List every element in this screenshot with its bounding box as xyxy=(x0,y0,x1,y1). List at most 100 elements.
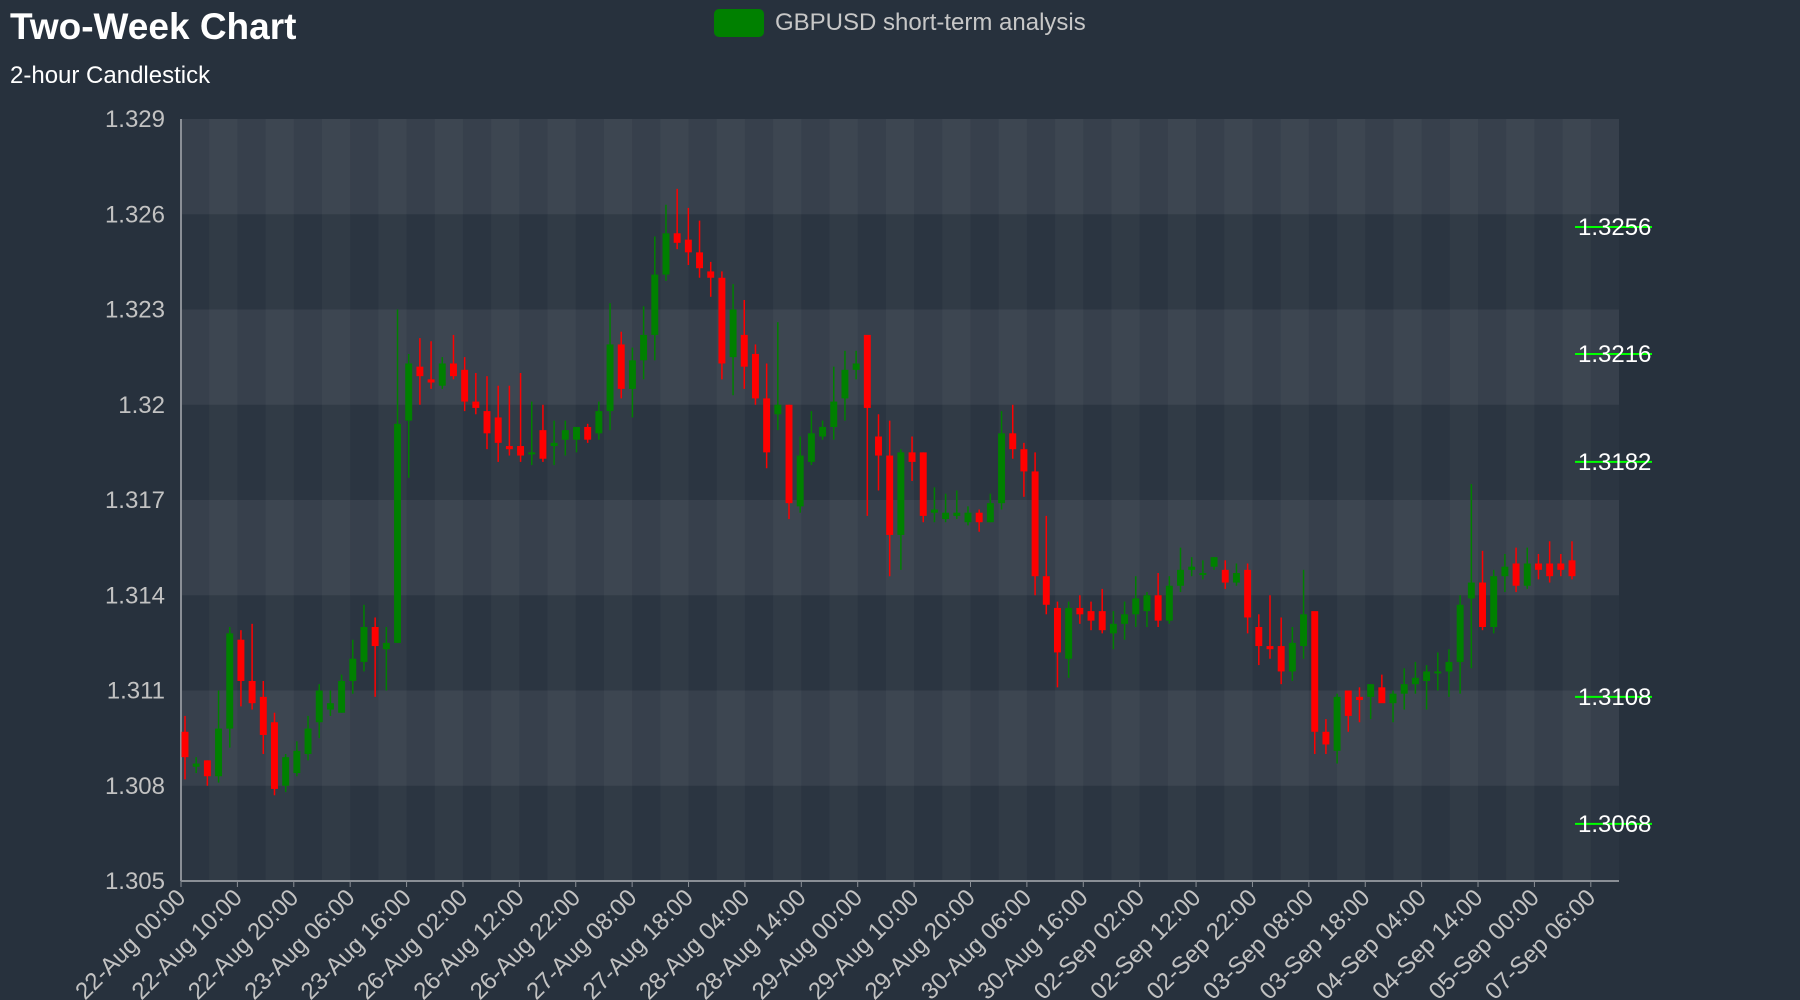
grid-column-band xyxy=(1168,119,1196,881)
candle-body xyxy=(461,369,469,402)
candle-body xyxy=(908,452,916,462)
candle-body xyxy=(1188,566,1196,570)
grid-column-band xyxy=(435,119,463,881)
candle-body xyxy=(573,426,580,440)
legend-label: GBPUSD short-term analysis xyxy=(775,9,1086,36)
y-tick-label: 1.305 xyxy=(105,868,165,895)
grid-column-band xyxy=(1281,119,1309,881)
candle-body xyxy=(640,334,648,361)
candle-body xyxy=(539,430,547,459)
candle-body xyxy=(1255,627,1263,647)
candle-body xyxy=(1232,573,1240,583)
candle-body xyxy=(550,442,558,447)
candle-body xyxy=(628,360,636,389)
grid-band xyxy=(181,690,1619,786)
grid-column-band xyxy=(717,119,745,881)
candle-body xyxy=(248,680,256,704)
candle-body xyxy=(1020,449,1028,472)
candle-body xyxy=(1378,687,1386,704)
grid-column-band xyxy=(604,119,632,881)
candle-body xyxy=(1199,573,1207,576)
candle-body xyxy=(1087,611,1095,621)
candle-body xyxy=(1076,607,1084,615)
candle-body xyxy=(259,696,267,735)
candle-body xyxy=(282,757,290,786)
candle-body xyxy=(1165,585,1173,621)
grid-band xyxy=(181,119,1619,215)
candle-body xyxy=(427,379,435,383)
candle-body xyxy=(1456,604,1464,662)
candle-body xyxy=(1031,471,1039,577)
candle-body xyxy=(964,512,972,523)
candle-body xyxy=(751,353,759,399)
candle-body xyxy=(1143,595,1151,612)
candle-body xyxy=(1132,598,1140,615)
candle-body xyxy=(338,680,346,713)
candle-body xyxy=(1054,607,1061,653)
candle-body xyxy=(830,401,838,427)
candle-body xyxy=(1109,623,1117,634)
candle-body xyxy=(1288,642,1296,672)
legend[interactable]: GBPUSD short-term analysis xyxy=(714,9,1086,37)
candle-body xyxy=(942,512,950,520)
candle-body xyxy=(1098,611,1106,631)
grid-column-band xyxy=(1506,119,1534,881)
candle-body xyxy=(293,750,301,774)
candle-body xyxy=(517,446,525,456)
candle-body xyxy=(494,417,502,443)
grid-column-band xyxy=(322,119,350,881)
grid-column-band xyxy=(1450,119,1478,881)
candle-body xyxy=(1065,607,1073,659)
candle-body xyxy=(360,627,368,662)
candle-body xyxy=(1210,557,1218,567)
candle-body xyxy=(1300,614,1308,647)
candle-body xyxy=(483,411,491,434)
candle-body xyxy=(215,728,223,777)
candle-body xyxy=(1490,576,1498,627)
candle-body xyxy=(684,239,692,253)
candle-body xyxy=(1009,433,1017,450)
candle-body xyxy=(886,455,894,535)
candle-body xyxy=(1423,671,1431,681)
level-label: 1.3256 xyxy=(1578,214,1651,241)
candle-body xyxy=(203,760,211,777)
candle-body xyxy=(696,252,703,269)
candle-body xyxy=(998,433,1006,504)
candle-body xyxy=(740,334,748,367)
candle-body xyxy=(841,369,849,399)
grid-column-band xyxy=(548,119,576,881)
candle-body xyxy=(1154,595,1162,621)
candle-body xyxy=(1121,614,1129,624)
chart-title: Two-Week Chart xyxy=(10,6,297,47)
candle-body xyxy=(271,722,278,789)
chart-subtitle: 2-hour Candlestick xyxy=(10,62,211,89)
candle-body xyxy=(763,398,771,453)
candle-body xyxy=(304,728,312,754)
candle-body xyxy=(1512,563,1520,586)
candle-body xyxy=(315,690,323,723)
y-tick-label: 1.317 xyxy=(105,487,165,514)
grid-column-band xyxy=(1393,119,1421,881)
candle-body xyxy=(729,309,737,358)
candle-body xyxy=(1557,563,1565,570)
y-tick-label: 1.32 xyxy=(118,392,165,419)
y-tick-label: 1.329 xyxy=(105,106,165,133)
candle-body xyxy=(181,731,189,758)
candle-body xyxy=(1501,566,1509,577)
level-label: 1.3182 xyxy=(1578,449,1651,476)
candle-body xyxy=(1434,671,1442,674)
level-label: 1.3108 xyxy=(1578,684,1651,711)
candle-body xyxy=(1344,690,1352,716)
candle-body xyxy=(875,436,882,456)
y-tick-label: 1.323 xyxy=(105,297,165,324)
candle-body xyxy=(1411,677,1419,685)
candle-body xyxy=(673,233,681,243)
grid-column-band xyxy=(378,119,406,881)
candle-body xyxy=(819,426,827,437)
grid-column-band xyxy=(266,119,294,881)
candle-body xyxy=(192,763,200,767)
candle-body xyxy=(807,433,815,462)
candle-body xyxy=(796,455,804,507)
candle-body xyxy=(606,344,614,412)
